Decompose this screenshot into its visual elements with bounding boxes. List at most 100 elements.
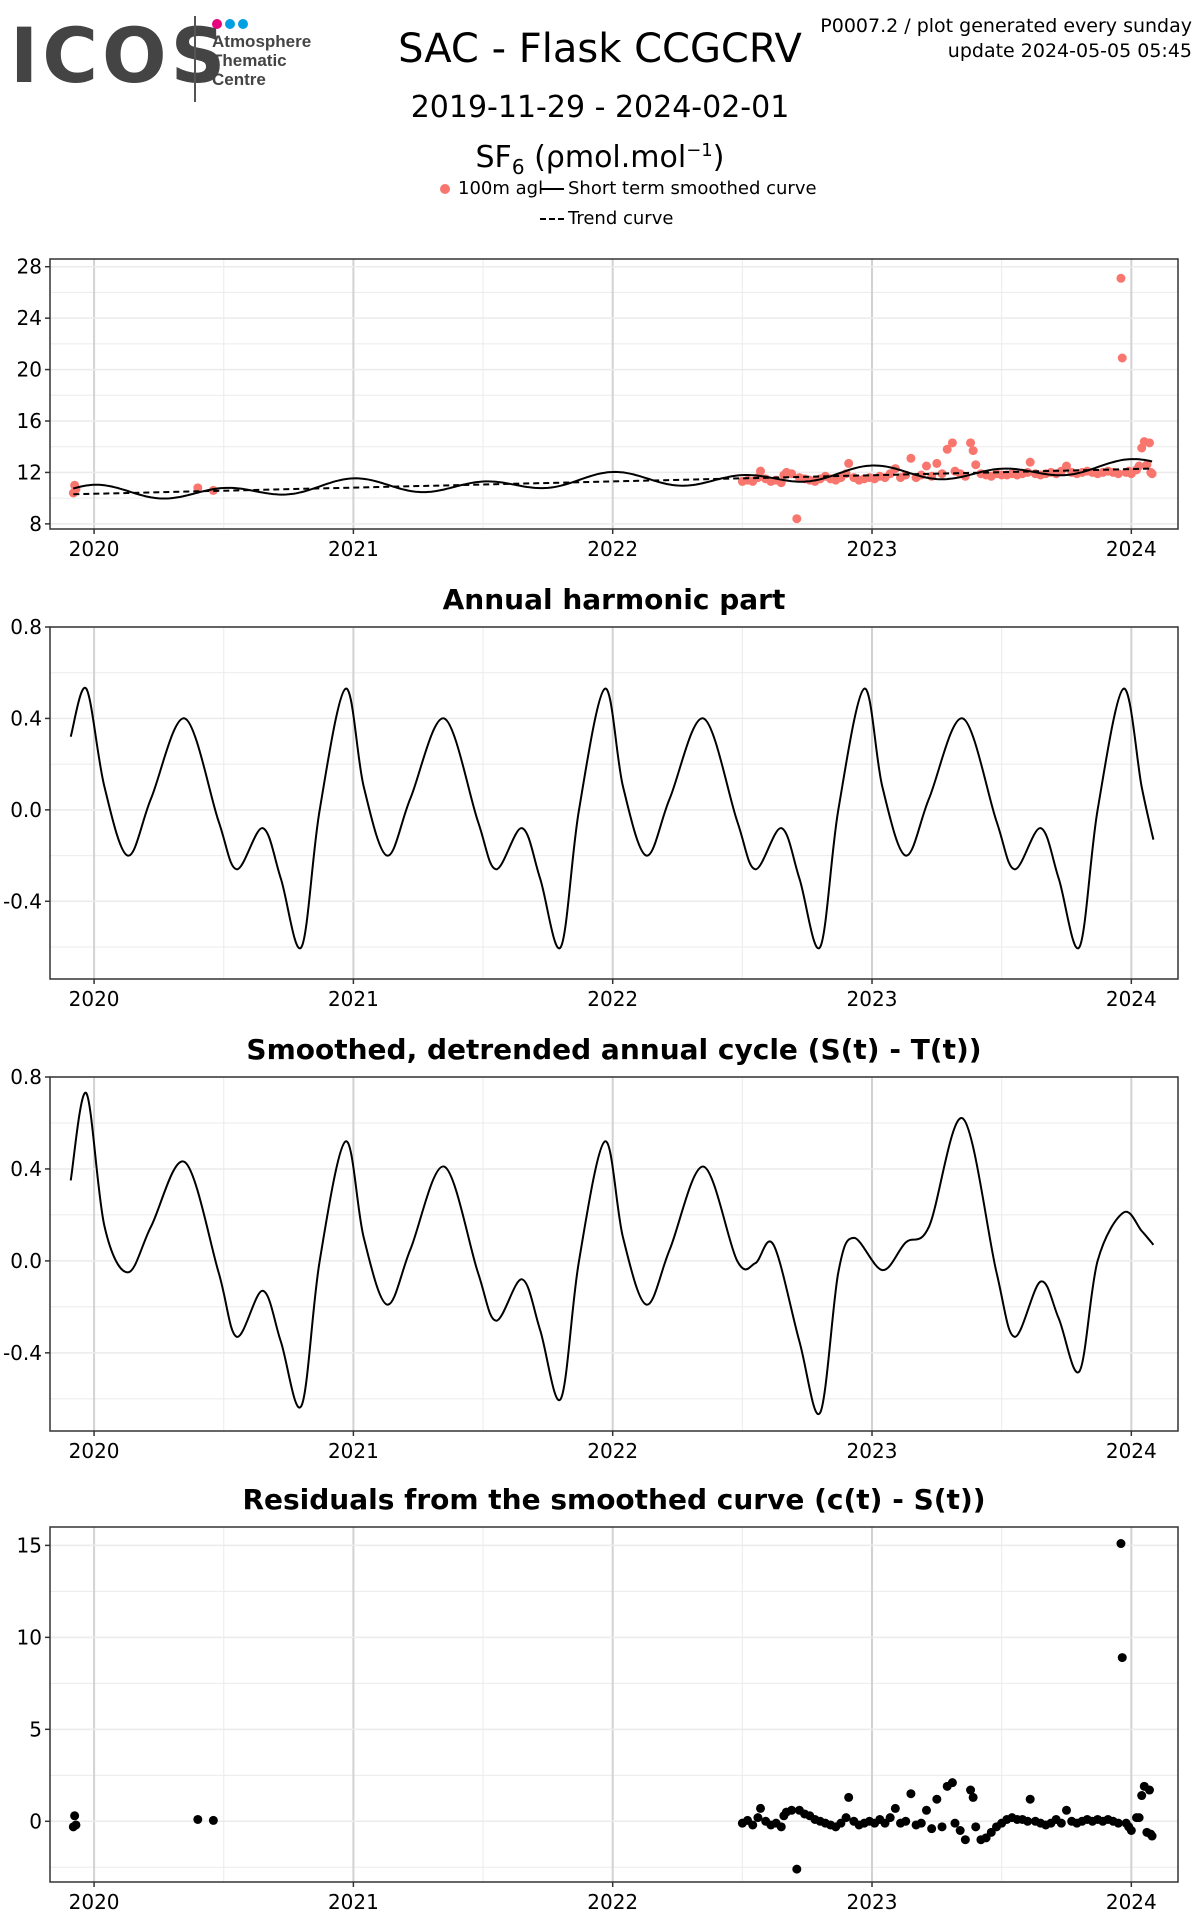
x-tick-label: 2023 (847, 1890, 898, 1914)
residual-point (968, 1792, 978, 1802)
logo-dot (238, 19, 248, 29)
x-tick-label: 2023 (847, 987, 898, 1011)
residual-point (906, 1789, 916, 1799)
x-tick-label: 2024 (1106, 1439, 1157, 1463)
legend-dashed-line-icon (540, 217, 564, 220)
residual-point (787, 1805, 797, 1815)
residual-point (753, 1813, 763, 1823)
logo-subtitle: Atmosphere Thematic Centre (212, 32, 311, 89)
y-tick-label: 16 (17, 409, 42, 433)
y-tick-label: 0.4 (10, 706, 42, 730)
y-tick-label: 24 (17, 306, 42, 330)
residual-point (1137, 1791, 1147, 1801)
data-point (921, 461, 931, 471)
series-line (69, 1092, 1155, 1416)
data-point (1144, 438, 1154, 448)
data-point (1116, 273, 1126, 283)
data-point (844, 458, 854, 468)
x-tick-label: 2022 (587, 987, 638, 1011)
data-point (792, 514, 802, 524)
gas-close: ) (712, 140, 725, 175)
residual-point (921, 1805, 931, 1815)
x-tick-label: 2024 (1106, 987, 1157, 1011)
panel-title: Annual harmonic part (443, 583, 786, 616)
residual-point (841, 1813, 851, 1823)
x-tick-label: 2024 (1106, 537, 1157, 561)
smoothed-curve (73, 458, 1153, 500)
residual-point (1117, 1653, 1127, 1663)
y-tick-label: 0.4 (10, 1157, 42, 1181)
residual-point (208, 1815, 218, 1825)
series-line (69, 686, 1155, 950)
legend-item-smooth: Short term smoothed curve (540, 178, 817, 199)
legend-label: Short term smoothed curve (568, 178, 817, 199)
panel-border (49, 258, 1179, 530)
data-point (942, 444, 952, 454)
y-tick-label: 15 (17, 1533, 42, 1557)
date-range: 2019-11-29 - 2024-02-01 (410, 90, 790, 125)
x-tick-label: 2022 (587, 1439, 638, 1463)
data-point (937, 469, 947, 479)
panel-border (49, 1526, 1179, 1883)
logo-dots (212, 16, 251, 34)
data-point (1142, 460, 1152, 470)
y-tick-label: -0.4 (3, 889, 42, 913)
x-tick-label: 2023 (847, 537, 898, 561)
legend-dot-icon (440, 183, 450, 194)
legend-item-trend: Trend curve (540, 208, 673, 229)
residual-point (885, 1813, 895, 1823)
y-tick-label: 12 (17, 460, 42, 484)
residual-point (776, 1822, 786, 1832)
data-point (971, 460, 981, 470)
logo-dot (212, 19, 222, 29)
data-point (1025, 457, 1035, 467)
residual-point (932, 1794, 942, 1804)
residual-point (890, 1803, 900, 1813)
residual-point (844, 1792, 854, 1802)
data-point (787, 469, 797, 479)
residual-point (960, 1835, 970, 1845)
data-point (906, 453, 916, 463)
residual-point (1056, 1818, 1066, 1828)
y-tick-label: 0.0 (10, 798, 42, 822)
y-tick-label: 8 (29, 512, 42, 536)
y-tick-label: 10 (17, 1625, 42, 1649)
data-point (1113, 469, 1123, 479)
data-point (1117, 353, 1127, 363)
data-point (932, 458, 942, 468)
residual-point (1113, 1818, 1123, 1828)
residual-point (1126, 1825, 1136, 1835)
page-title: SAC - Flask CCGCRV (398, 26, 802, 72)
data-point (966, 438, 976, 448)
legend-label: 100m agl (458, 178, 544, 199)
residual-point (193, 1814, 203, 1824)
header: ICOS Atmosphere Thematic Centre SAC - Fl… (0, 0, 1200, 240)
residual-point (971, 1822, 981, 1832)
legend-solid-line-icon (540, 187, 564, 190)
y-tick-label: 0.8 (10, 615, 42, 639)
residual-point (792, 1864, 802, 1874)
x-tick-label: 2020 (69, 987, 120, 1011)
logo-divider (194, 16, 196, 102)
data-point (1147, 469, 1157, 479)
gas-sub: 6 (511, 155, 525, 179)
panel-title: Smoothed, detrended annual cycle (S(t) -… (246, 1033, 981, 1066)
data-point (968, 446, 978, 456)
y-tick-label: 20 (17, 358, 42, 382)
meta-info: P0007.2 / plot generated every sunday up… (820, 14, 1192, 64)
residual-point (1144, 1785, 1154, 1795)
residual-point (71, 1820, 81, 1830)
residual-point (927, 1824, 937, 1834)
residual-point (966, 1785, 976, 1795)
x-tick-label: 2020 (69, 1890, 120, 1914)
y-tick-label: 0 (29, 1809, 42, 1833)
panel-title: Residuals from the smoothed curve (c(t) … (242, 1483, 985, 1516)
residual-point (70, 1811, 80, 1821)
residual-point (1061, 1805, 1071, 1815)
logo-sub-line: Thematic (212, 51, 287, 70)
x-tick-label: 2023 (847, 1439, 898, 1463)
residual-point (1147, 1831, 1157, 1841)
residual-point (955, 1825, 965, 1835)
residual-point (1116, 1539, 1126, 1549)
